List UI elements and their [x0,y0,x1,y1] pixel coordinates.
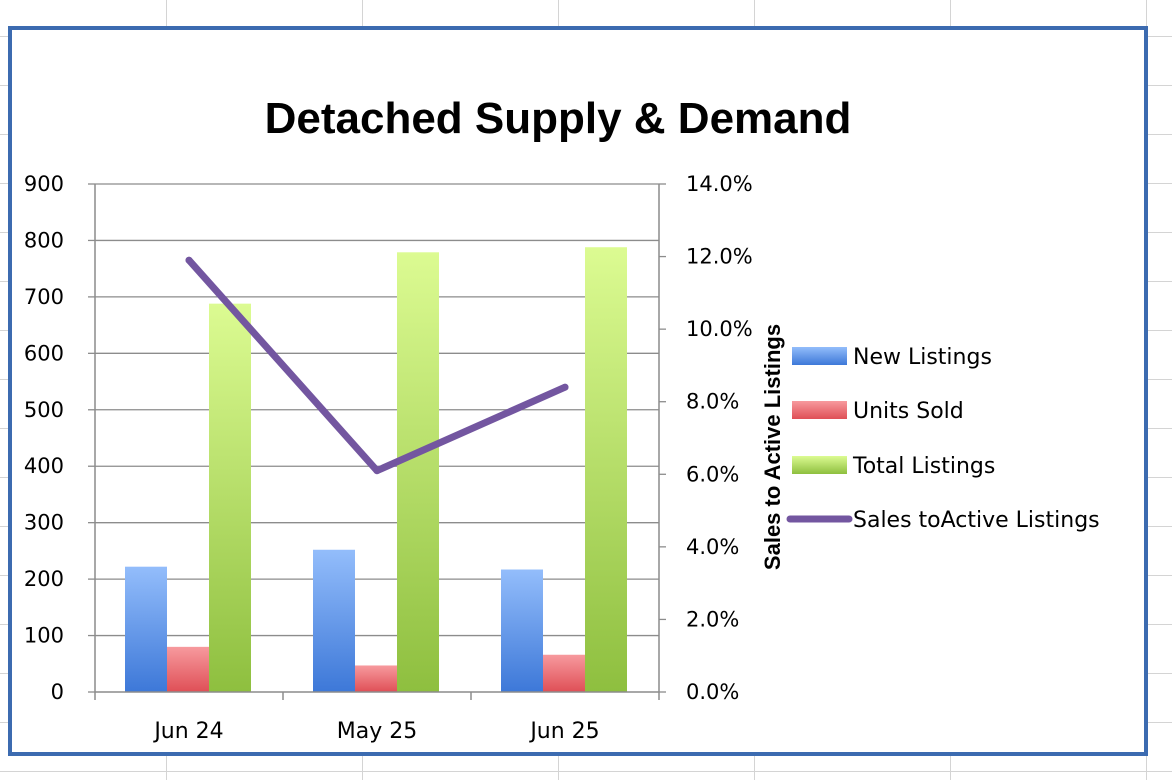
chart-frame[interactable] [8,26,1148,756]
left-tick-label: 300 [24,511,64,535]
legend-label: Total Listings [852,454,995,479]
axes [94,184,660,700]
right-tick-label: 6.0% [686,462,739,486]
legend-swatch [792,401,847,419]
category-labels: Jun 24 May 25 Jun 25 [152,719,599,744]
right-tick-label: 4.0% [686,535,739,559]
units-sold-bar [543,654,585,692]
right-tick-label: 12.0% [686,245,753,269]
legend-label: New Listings [853,345,992,370]
right-tick-label: 2.0% [686,607,739,631]
left-tick-label: 400 [24,454,64,478]
left-tick-label: 100 [24,624,64,648]
right-tick-label: 10.0% [686,317,753,341]
total-listings-bar [209,303,251,692]
new-listings-bar [313,549,355,692]
category-label: May 25 [337,719,417,744]
units-sold-bar [167,646,209,692]
left-axis-ticks: 0 100 200 300 400 500 600 700 800 900 [24,172,95,704]
category-label: Jun 24 [152,719,223,744]
new-listings-bar [125,566,167,692]
left-tick-label: 0 [51,680,64,704]
right-tick-label: 0.0% [686,680,739,704]
legend-label: Units Sold [853,399,964,424]
left-tick-label: 800 [24,228,64,252]
category-label: Jun 25 [528,719,599,744]
new-listings-bar [501,569,543,692]
ratio-line [185,256,569,475]
right-axis-ticks: 0.0% 2.0% 4.0% 6.0% 8.0% 10.0% 12.0% 14.0% [659,172,753,704]
ratio-line-point [185,256,193,264]
left-tick-label: 600 [24,341,64,365]
left-tick-label: 500 [24,398,64,422]
legend: New Listings Units Sold Total Listings Sale… [786,345,1100,533]
right-tick-label: 8.0% [686,390,739,414]
legend-swatch [792,456,847,474]
gridlines [95,183,659,637]
units-sold-bar [355,665,397,692]
legend-swatch [792,347,847,365]
left-tick-label: 900 [24,172,64,196]
left-tick-label: 200 [24,567,64,591]
bars [125,247,627,692]
total-listings-bar [585,247,627,692]
right-tick-label: 14.0% [686,172,753,196]
ratio-line-point [561,383,569,391]
legend-label: Sales toActive Listings [853,508,1100,533]
chart-title: Detached Supply & Demand [265,94,852,143]
ratio-line-point [373,467,381,475]
left-tick-label: 700 [24,285,64,309]
right-axis-title: Sales to Active Listings [760,324,785,570]
total-listings-bar [397,252,439,692]
